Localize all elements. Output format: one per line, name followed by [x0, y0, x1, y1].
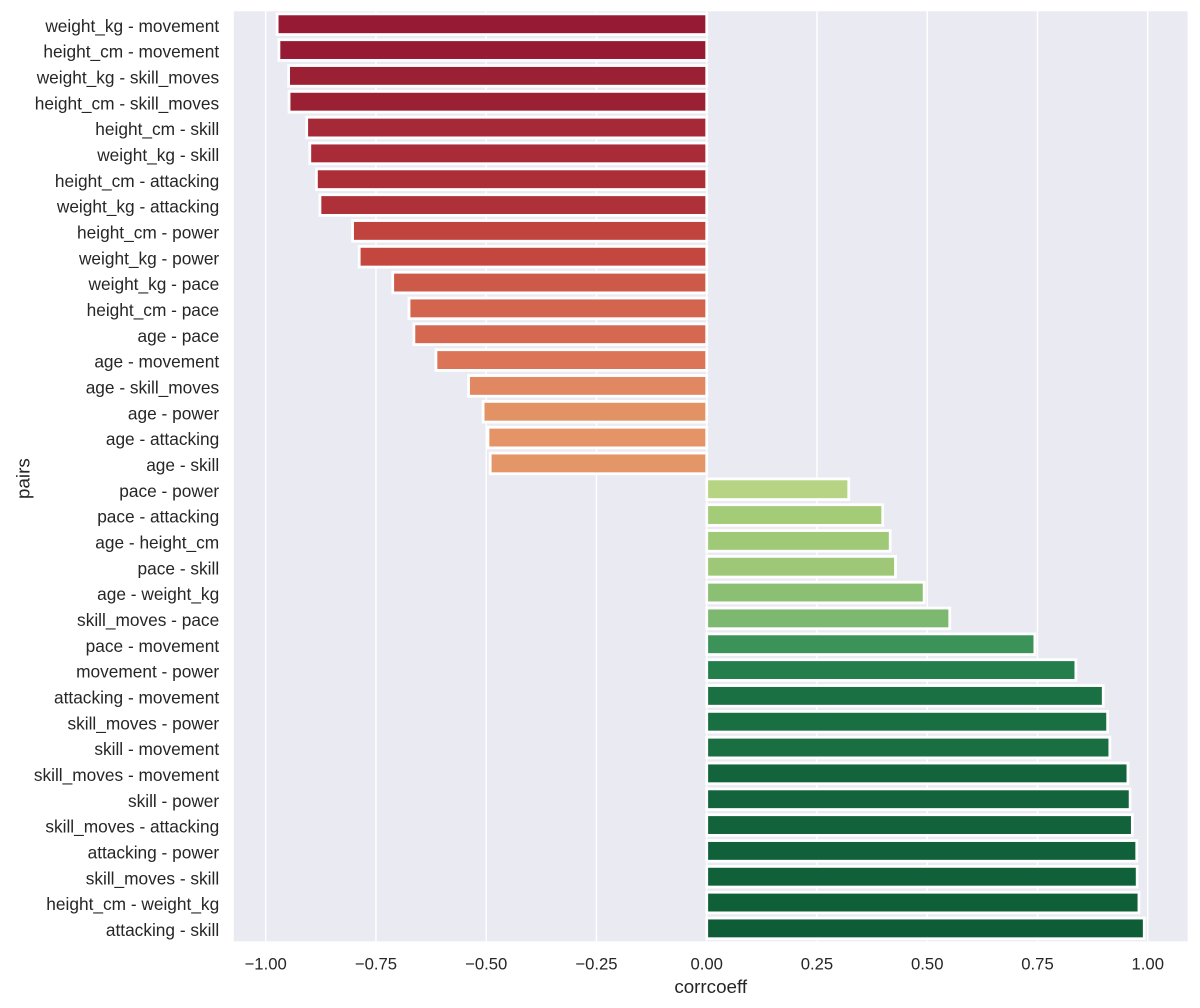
svg-text:0.75: 0.75 — [1021, 955, 1053, 974]
svg-text:movement - power: movement - power — [76, 662, 219, 682]
svg-text:height_cm - attacking: height_cm - attacking — [55, 171, 219, 191]
svg-text:age - weight_kg: age - weight_kg — [97, 584, 219, 604]
svg-text:age - attacking: age - attacking — [106, 429, 219, 449]
svg-text:attacking - movement: attacking - movement — [54, 687, 219, 707]
svg-text:attacking - power: attacking - power — [88, 842, 220, 862]
svg-text:weight_kg - pace: weight_kg - pace — [88, 274, 220, 294]
svg-text:height_cm - skill: height_cm - skill — [95, 119, 219, 139]
svg-text:skill_moves - skill: skill_moves - skill — [86, 868, 219, 888]
svg-text:age - power: age - power — [128, 403, 220, 423]
svg-text:height_cm - pace: height_cm - pace — [87, 300, 220, 320]
svg-text:attacking - skill: attacking - skill — [106, 920, 219, 940]
svg-text:age - movement: age - movement — [94, 352, 219, 372]
svg-text:pace - power: pace - power — [119, 481, 219, 501]
svg-text:0.25: 0.25 — [801, 955, 833, 974]
svg-text:skill_moves - movement: skill_moves - movement — [34, 765, 220, 785]
svg-text:weight_kg - skill: weight_kg - skill — [96, 145, 219, 165]
svg-text:height_cm - weight_kg: height_cm - weight_kg — [46, 894, 219, 914]
svg-text:skill_moves - attacking: skill_moves - attacking — [45, 817, 219, 837]
svg-text:1.00: 1.00 — [1132, 955, 1164, 974]
svg-text:weight_kg - movement: weight_kg - movement — [44, 16, 219, 36]
svg-text:pace - attacking: pace - attacking — [97, 507, 219, 527]
svg-text:height_cm - movement: height_cm - movement — [43, 42, 219, 62]
svg-text:−0.50: −0.50 — [465, 955, 507, 974]
svg-text:height_cm - power: height_cm - power — [77, 222, 219, 242]
svg-text:−0.75: −0.75 — [355, 955, 397, 974]
svg-text:age - pace: age - pace — [138, 326, 220, 346]
svg-text:height_cm - skill_moves: height_cm - skill_moves — [35, 93, 220, 113]
svg-text:−0.25: −0.25 — [575, 955, 617, 974]
svg-text:skill - movement: skill - movement — [94, 739, 219, 759]
svg-text:skill_moves - pace: skill_moves - pace — [77, 610, 219, 630]
svg-text:corrcoeff: corrcoeff — [674, 976, 748, 997]
svg-text:pace - movement: pace - movement — [86, 636, 220, 656]
svg-text:weight_kg - power: weight_kg - power — [78, 248, 219, 268]
svg-text:age - skill: age - skill — [146, 455, 219, 475]
svg-text:0.50: 0.50 — [911, 955, 943, 974]
svg-text:pairs: pairs — [12, 458, 33, 499]
svg-text:age - height_cm: age - height_cm — [95, 532, 219, 552]
svg-text:−1.00: −1.00 — [245, 955, 287, 974]
svg-text:skill - power: skill - power — [128, 791, 219, 811]
svg-text:weight_kg - skill_moves: weight_kg - skill_moves — [36, 67, 220, 87]
svg-text:weight_kg - attacking: weight_kg - attacking — [56, 197, 219, 217]
svg-text:0.00: 0.00 — [690, 955, 722, 974]
svg-text:age - skill_moves: age - skill_moves — [86, 377, 220, 397]
svg-text:pace - skill: pace - skill — [138, 558, 220, 578]
svg-text:skill_moves - power: skill_moves - power — [67, 713, 219, 733]
